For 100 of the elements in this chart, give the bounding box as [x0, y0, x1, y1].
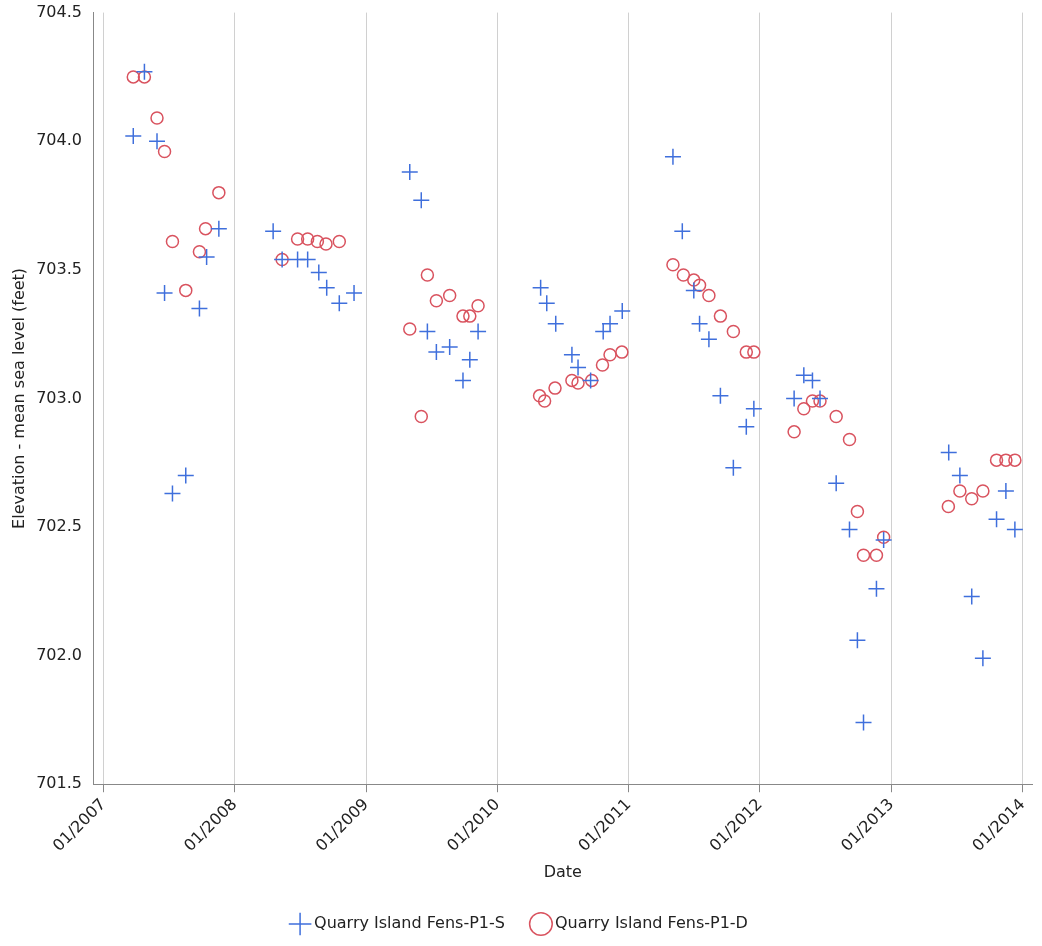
point: [569, 358, 587, 377]
point: [941, 499, 956, 514]
point: [713, 309, 728, 323]
point: [964, 491, 979, 506]
point: [135, 63, 154, 81]
y-axis-title: Elevation - mean sea level (feet): [8, 267, 28, 529]
point: [456, 309, 470, 323]
point: [726, 324, 741, 339]
point: [987, 510, 1006, 529]
point: [546, 315, 565, 333]
point: [412, 191, 431, 210]
point: [702, 288, 716, 303]
point: [310, 234, 325, 249]
point: [463, 309, 477, 323]
point: [298, 250, 317, 269]
point: [565, 373, 579, 388]
point: [737, 417, 756, 436]
point: [692, 278, 707, 292]
point: [538, 294, 556, 312]
point: [664, 147, 682, 166]
point: [454, 371, 472, 390]
point: [264, 222, 282, 240]
point: [332, 234, 347, 249]
point: [427, 343, 446, 361]
point: [666, 257, 680, 272]
point: [829, 409, 843, 424]
point: [537, 394, 552, 408]
point: [869, 548, 884, 563]
y-tick-label: 704.5: [36, 1, 82, 21]
point: [867, 580, 886, 598]
point: [212, 185, 226, 200]
point: [157, 144, 172, 159]
point: [989, 453, 1004, 467]
point: [190, 299, 209, 318]
x-axis-title: Date: [543, 861, 582, 881]
point: [711, 387, 730, 405]
point: [842, 432, 857, 447]
point: [1006, 520, 1024, 539]
point: [745, 399, 763, 418]
point: [163, 484, 182, 503]
point: [197, 248, 216, 266]
point: [137, 70, 152, 84]
point: [673, 222, 692, 240]
y-tick-label: 702.0: [36, 644, 82, 664]
point: [805, 394, 820, 408]
point: [676, 268, 691, 282]
point: [603, 347, 617, 362]
point: [165, 234, 180, 249]
point: [687, 273, 701, 287]
point: [124, 127, 143, 145]
point: [469, 322, 487, 341]
point: [939, 443, 958, 462]
point: [997, 482, 1015, 500]
point: [811, 389, 829, 408]
point: [797, 401, 811, 416]
point: [1008, 453, 1022, 467]
point: [854, 713, 873, 732]
point: [685, 281, 703, 300]
legend-label: Quarry Island Fens-P1-D: [554, 913, 748, 933]
point: [290, 232, 305, 246]
point: [210, 219, 228, 238]
point: [345, 284, 363, 302]
point: [563, 345, 581, 364]
point: [874, 531, 893, 549]
y-tick-label: 703.0: [36, 387, 82, 407]
point: [471, 299, 485, 313]
point: [615, 345, 629, 359]
point: [148, 132, 166, 150]
point: [813, 394, 827, 408]
point: [403, 322, 417, 336]
y-tick-label: 701.5: [36, 773, 82, 793]
point: [420, 268, 435, 282]
point: [155, 284, 174, 302]
point: [951, 466, 969, 485]
point: [700, 330, 718, 348]
point: [150, 111, 164, 125]
point: [785, 389, 803, 408]
point: [548, 381, 562, 395]
point: [974, 649, 992, 667]
point: [179, 283, 193, 298]
point: [739, 345, 754, 359]
point: [850, 504, 865, 519]
point: [461, 351, 479, 369]
point: [310, 263, 328, 282]
point: [787, 425, 801, 439]
point: [319, 237, 333, 251]
point: [690, 315, 709, 333]
point: [724, 459, 743, 477]
point: [126, 70, 141, 84]
point: [414, 409, 429, 424]
point: [198, 221, 213, 236]
point: [601, 315, 619, 333]
point: [613, 302, 632, 320]
y-tick-label: 703.5: [36, 258, 82, 278]
point: [747, 345, 761, 359]
point: [999, 453, 1013, 467]
point: [401, 163, 419, 181]
y-tick-label: 702.5: [36, 516, 82, 536]
point: [418, 322, 437, 341]
legend-label: Quarry Island Fens-P1-S: [314, 913, 505, 933]
